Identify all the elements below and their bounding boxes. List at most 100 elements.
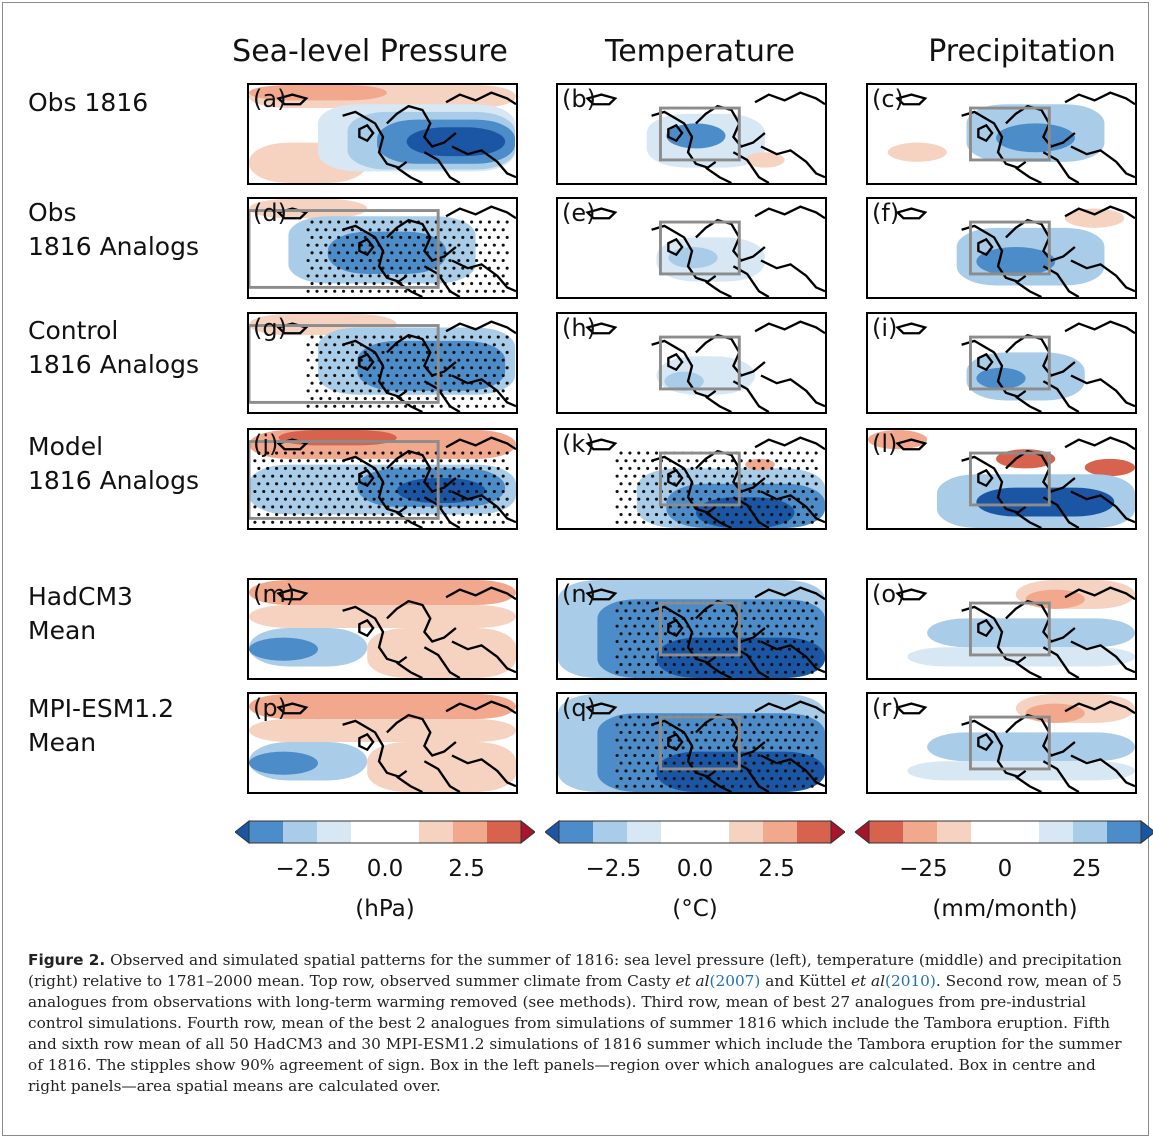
stipple-dot	[505, 282, 509, 286]
stipple-dot	[439, 243, 443, 247]
stipple-dot	[425, 513, 429, 517]
stipple-dot	[350, 258, 355, 263]
stipple-dot	[717, 746, 721, 750]
coastline	[754, 436, 825, 451]
stipple-dot	[483, 505, 488, 509]
stipple-dot	[283, 497, 288, 501]
stipple-dot	[752, 601, 756, 605]
stipple-dot	[801, 609, 805, 613]
caption-citation-kuttel[interactable]: (2010)	[885, 972, 936, 990]
stipple-dot	[505, 366, 509, 370]
stipple-dot	[448, 505, 452, 509]
stipple-dot	[619, 616, 623, 620]
stipple-dot	[779, 746, 783, 750]
stipple-dot	[766, 609, 770, 613]
stipple-dot	[483, 358, 488, 362]
stipple-dot	[633, 639, 637, 644]
stipple-dot	[496, 335, 500, 339]
stipple-dot	[487, 366, 491, 370]
stipple-dot	[390, 220, 394, 224]
stipple-dot	[306, 474, 310, 478]
stipple-dot	[333, 358, 337, 362]
stipple-dot	[425, 235, 429, 239]
stipple-dot	[448, 489, 452, 494]
stipple-dot	[766, 753, 770, 758]
stipple-dot	[390, 451, 394, 455]
stipple-dot	[310, 497, 314, 501]
stipple-dot	[748, 474, 752, 478]
stipple-dot	[354, 266, 358, 270]
stipple-dot	[496, 381, 500, 385]
stipple-dot	[739, 784, 743, 788]
panel-label: (m)	[253, 580, 296, 608]
colorbar-segment	[593, 821, 628, 843]
stipple-dot	[651, 505, 655, 509]
stipple-dot	[681, 663, 685, 667]
coastline	[961, 339, 1027, 398]
stipple-dot	[792, 505, 797, 509]
stipple-dot	[310, 482, 314, 486]
stipple-dot	[324, 343, 328, 347]
colorbar-segment	[1005, 821, 1040, 843]
stipple-dot	[805, 777, 809, 781]
stipple-dot	[654, 761, 659, 765]
stipple-dot	[271, 505, 275, 509]
colorbar-segment	[1107, 821, 1142, 843]
stipple-dot	[677, 753, 681, 758]
stipple-dot	[615, 639, 619, 644]
stipple-dot	[359, 404, 363, 408]
stipple-dot	[496, 513, 500, 517]
colorbar-segment	[487, 821, 522, 843]
stipple-dot	[457, 459, 461, 463]
stipple-dot	[646, 715, 650, 719]
stipple-dot	[787, 647, 792, 651]
stipple-dot	[478, 482, 483, 486]
coastline	[445, 436, 516, 451]
coastline	[705, 661, 732, 678]
stipple-dot	[725, 497, 730, 501]
stipple-dot	[408, 397, 412, 401]
stipple-dot	[761, 601, 765, 605]
stipple-dot	[443, 466, 447, 470]
stipple-dot	[492, 474, 496, 478]
coastline	[760, 374, 825, 408]
coastline	[585, 702, 618, 715]
stipple-dot	[633, 769, 637, 773]
stipple-dot	[695, 670, 699, 674]
stipple-dot	[619, 715, 623, 719]
stipple-dot	[350, 505, 355, 509]
map-panel: (r)	[866, 692, 1137, 794]
stipple-dot	[333, 474, 337, 478]
caption-citation-casty[interactable]: (2007)	[709, 972, 761, 990]
caption-etal-1: et al	[675, 972, 710, 990]
coastline	[667, 237, 684, 257]
stipple-dot	[425, 451, 429, 455]
row-label-model-analogs: Model 1816 Analogs	[28, 432, 199, 495]
stipple-dot	[672, 466, 676, 470]
stipple-dot	[310, 397, 314, 401]
coastline	[1070, 374, 1135, 408]
stipple-dot	[801, 784, 805, 788]
coastline	[651, 719, 717, 778]
stipple-dot	[775, 738, 779, 742]
row-label-control-analogs: Control 1816 Analogs	[28, 316, 199, 379]
panel-label: (p)	[253, 694, 287, 722]
stipple-dot	[637, 616, 641, 620]
stipple-dot	[805, 451, 809, 455]
stipple-dot	[775, 784, 779, 788]
stipple-dot	[345, 282, 350, 286]
stipple-dot	[770, 777, 774, 781]
stipple-dot	[310, 251, 314, 255]
coastline	[705, 166, 732, 183]
stipple-dot	[421, 373, 425, 378]
stipple-dot	[681, 497, 685, 501]
stipple-dot	[315, 489, 319, 494]
stipple-dot	[730, 670, 734, 674]
spatial-mean-box	[658, 220, 741, 276]
stipple-dot	[377, 459, 381, 463]
stipple-dot	[350, 373, 355, 378]
stipple-dot	[779, 482, 783, 486]
stipple-dot	[457, 489, 461, 494]
stipple-dot	[651, 489, 655, 494]
stipple-dot	[814, 761, 818, 765]
